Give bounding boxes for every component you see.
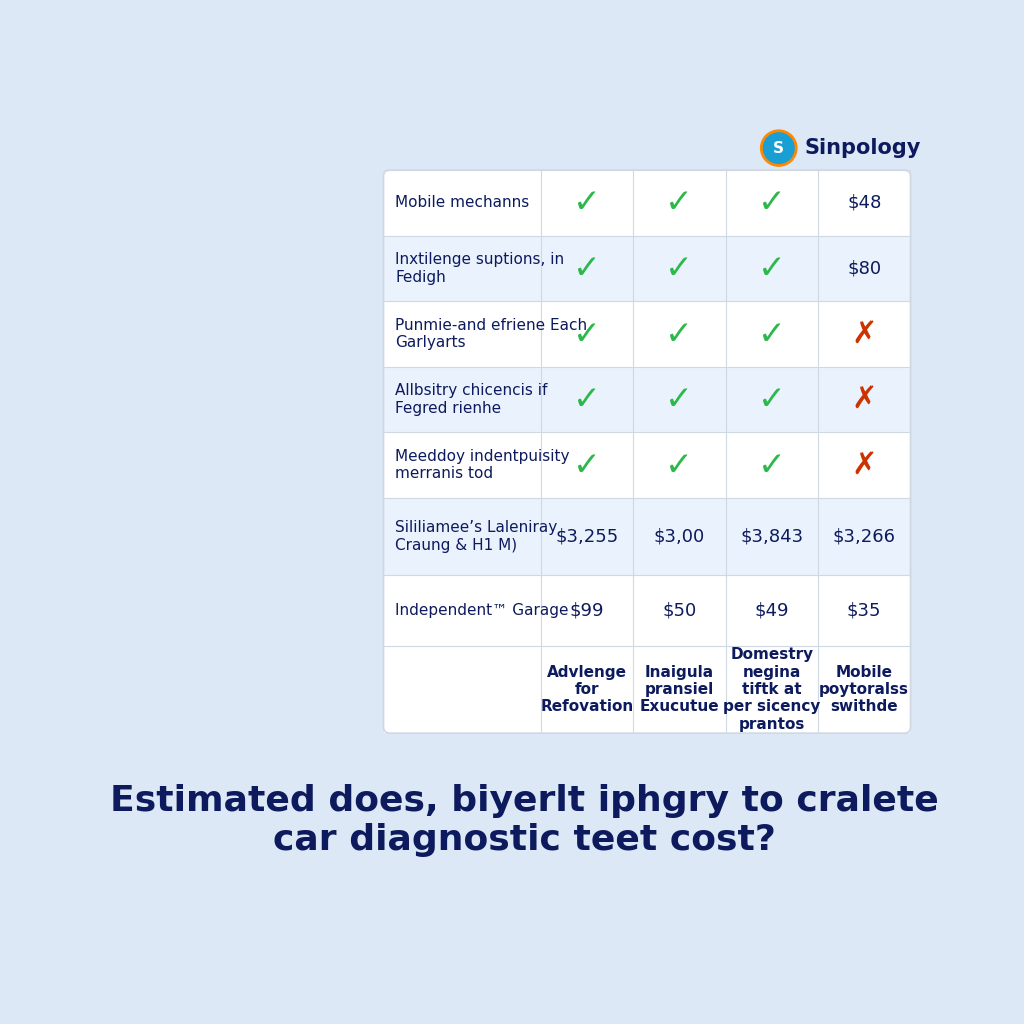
Text: $50: $50 xyxy=(663,601,696,620)
Text: ✓: ✓ xyxy=(572,317,601,350)
Text: ✓: ✓ xyxy=(572,449,601,481)
FancyBboxPatch shape xyxy=(384,170,910,733)
Text: $3,00: $3,00 xyxy=(653,527,705,546)
Text: ✓: ✓ xyxy=(572,186,601,219)
Text: $99: $99 xyxy=(569,601,604,620)
Text: $49: $49 xyxy=(755,601,790,620)
FancyBboxPatch shape xyxy=(384,301,910,367)
Text: ✗: ✗ xyxy=(852,319,877,348)
Text: $35: $35 xyxy=(847,601,882,620)
Text: Estimated does, biyerlt iphgry to cralete
car diagnostic teet cost?: Estimated does, biyerlt iphgry to cralet… xyxy=(111,784,939,857)
Text: ✓: ✓ xyxy=(758,317,785,350)
Text: ✓: ✓ xyxy=(666,317,693,350)
Text: $3,255: $3,255 xyxy=(555,527,618,546)
Text: Advlenge
for
Refovation: Advlenge for Refovation xyxy=(541,665,634,715)
Text: ✓: ✓ xyxy=(758,383,785,416)
FancyBboxPatch shape xyxy=(384,170,910,236)
Text: Domestry
negina
tiftk at
per sicency
prantos: Domestry negina tiftk at per sicency pra… xyxy=(723,647,820,732)
Text: ✓: ✓ xyxy=(666,383,693,416)
Text: $48: $48 xyxy=(847,194,882,212)
FancyBboxPatch shape xyxy=(384,646,910,733)
Text: Sililiamee’s Laleniray
Craung & H1 M): Sililiamee’s Laleniray Craung & H1 M) xyxy=(395,520,558,553)
Text: ✓: ✓ xyxy=(758,449,785,481)
Text: $3,843: $3,843 xyxy=(740,527,804,546)
Circle shape xyxy=(761,131,797,166)
Text: Independent™ Garage: Independent™ Garage xyxy=(395,603,569,618)
Text: S: S xyxy=(773,140,784,156)
Text: ✓: ✓ xyxy=(666,252,693,285)
Text: ✗: ✗ xyxy=(852,451,877,479)
Text: $3,266: $3,266 xyxy=(833,527,896,546)
Text: ✓: ✓ xyxy=(572,383,601,416)
Text: ✓: ✓ xyxy=(758,252,785,285)
FancyBboxPatch shape xyxy=(384,498,910,575)
Text: ✗: ✗ xyxy=(852,385,877,414)
Text: Inaigula
pransiel
Exucutue: Inaigula pransiel Exucutue xyxy=(639,665,719,715)
Text: Inxtilenge suptions, in
Fedigh: Inxtilenge suptions, in Fedigh xyxy=(395,252,564,285)
Text: Sinpology: Sinpology xyxy=(805,138,922,158)
FancyBboxPatch shape xyxy=(384,575,910,646)
Text: Punmie-and efriene Each
Garlyarts: Punmie-and efriene Each Garlyarts xyxy=(395,317,588,350)
FancyBboxPatch shape xyxy=(384,236,910,301)
Text: Mobile
poytoralss
swithde: Mobile poytoralss swithde xyxy=(819,665,909,715)
Text: Meeddoy indentpuisity
merranis tod: Meeddoy indentpuisity merranis tod xyxy=(395,449,570,481)
Text: Allbsitry chicencis if
Fegred rienhe: Allbsitry chicencis if Fegred rienhe xyxy=(395,383,548,416)
Text: ✓: ✓ xyxy=(758,186,785,219)
Text: ✓: ✓ xyxy=(572,252,601,285)
FancyBboxPatch shape xyxy=(384,367,910,432)
Text: ✓: ✓ xyxy=(666,186,693,219)
Text: Mobile mechanns: Mobile mechanns xyxy=(395,196,529,211)
FancyBboxPatch shape xyxy=(384,432,910,498)
Text: ✓: ✓ xyxy=(666,449,693,481)
Text: $80: $80 xyxy=(847,259,882,278)
